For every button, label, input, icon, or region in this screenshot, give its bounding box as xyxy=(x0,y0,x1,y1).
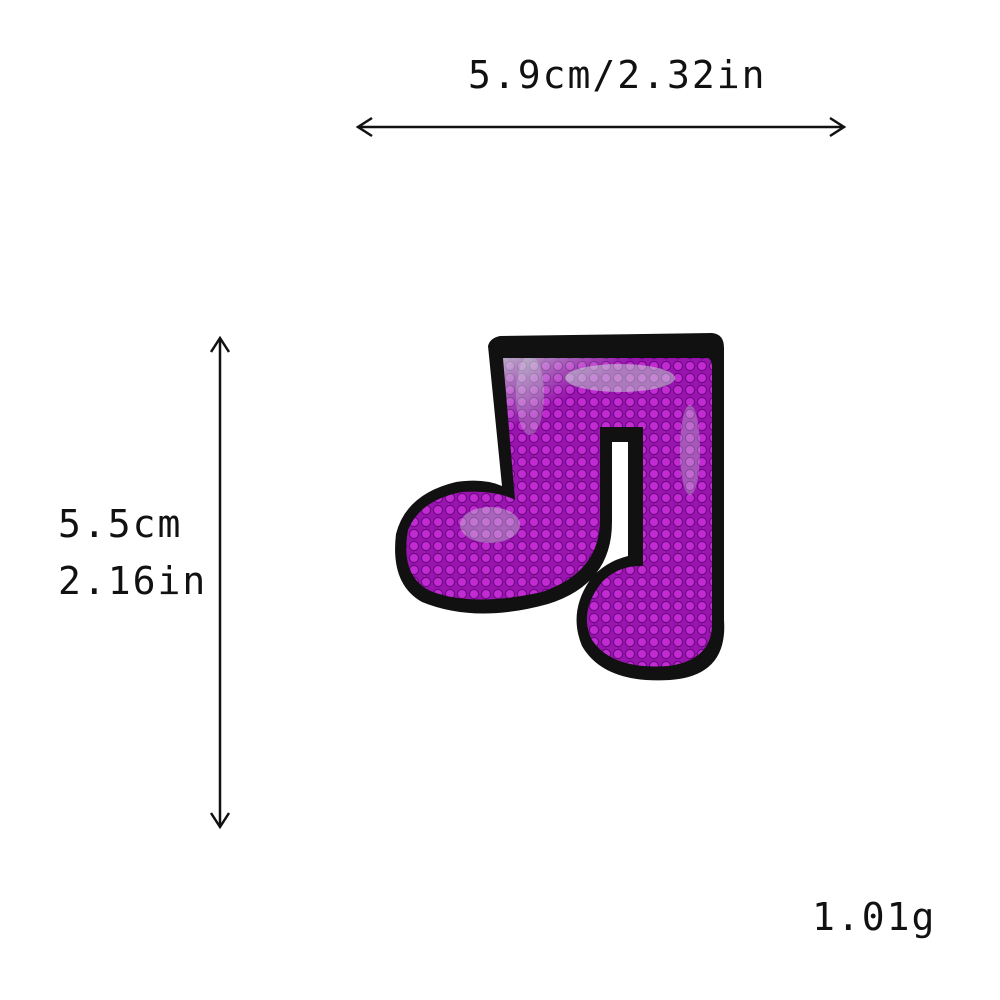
height-cm-label: 5.5cm xyxy=(58,502,183,546)
width-measurement-label: 5.9cm/2.32in xyxy=(468,53,767,97)
weight-label: 1.01g xyxy=(812,895,937,939)
patch-sequin-fill xyxy=(406,358,713,667)
height-in-label: 2.16in xyxy=(58,559,208,603)
